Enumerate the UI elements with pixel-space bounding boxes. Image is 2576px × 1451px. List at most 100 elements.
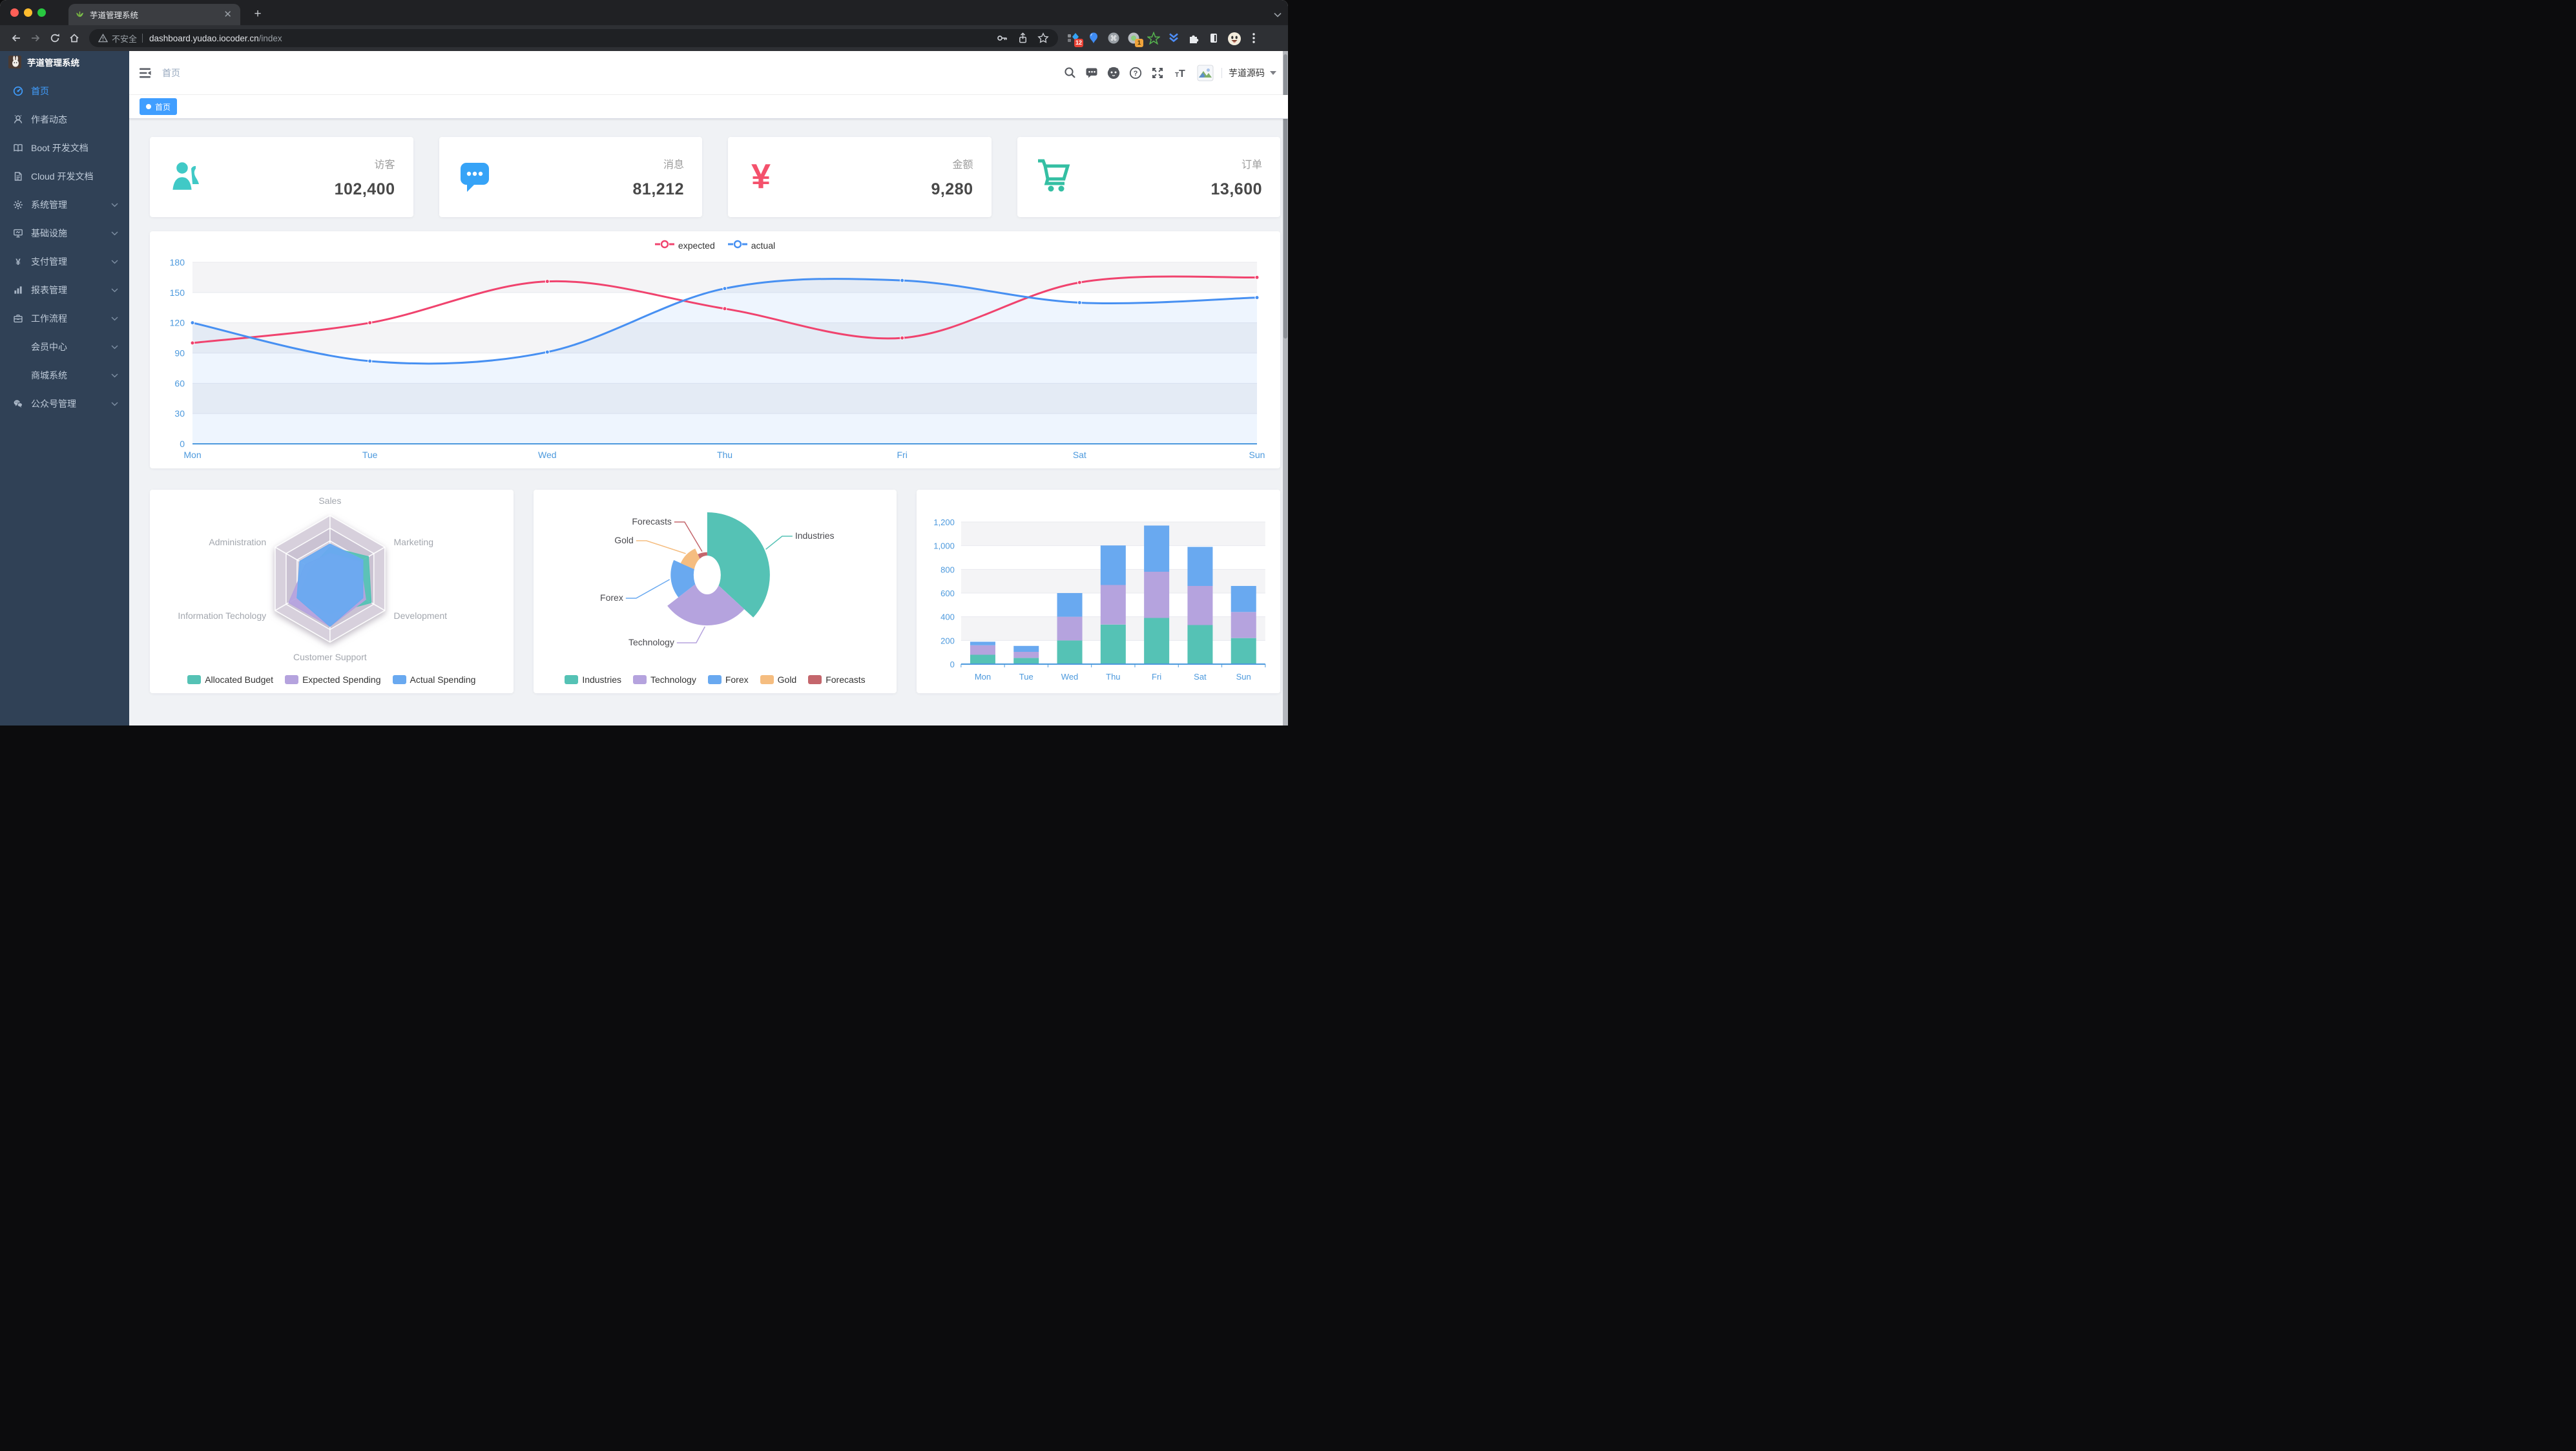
legend-label: Forex xyxy=(725,674,749,685)
legend-item-forecasts[interactable]: Forecasts xyxy=(808,674,866,685)
home-icon[interactable] xyxy=(65,28,84,48)
legend-label: Allocated Budget xyxy=(205,674,274,685)
svg-text:30: 30 xyxy=(174,408,185,419)
sidebar-item-label: 支付管理 xyxy=(31,256,67,267)
extension-balloon-icon[interactable] xyxy=(1087,32,1100,45)
pie-chart-card: Industries Technology Forex Gold Forecasts I… xyxy=(533,490,897,693)
tab-search-icon[interactable] xyxy=(1274,9,1282,21)
user-avatar[interactable] xyxy=(1197,65,1214,81)
svg-text:Gold: Gold xyxy=(614,535,634,545)
sidebar-item-home[interactable]: 首页 xyxy=(0,77,129,105)
share-icon[interactable] xyxy=(1017,32,1028,44)
sidebar-item-author[interactable]: 作者动态 xyxy=(0,105,129,134)
legend-label: Gold xyxy=(777,674,797,685)
radar-chart[interactable]: Sales Administration Information Techology… xyxy=(150,490,514,693)
extension-chevrons-icon[interactable] xyxy=(1167,32,1180,45)
minimize-window-button[interactable] xyxy=(24,8,32,17)
sidebar-item-system[interactable]: 系统管理 xyxy=(0,191,129,219)
stat-card-3[interactable]: 订单 13,600 xyxy=(1017,137,1280,217)
close-window-button[interactable] xyxy=(10,8,19,17)
chart-icon xyxy=(13,285,23,295)
svg-text:1,200: 1,200 xyxy=(934,517,955,527)
profile-avatar[interactable] xyxy=(1227,32,1241,45)
extension-wallet-icon[interactable]: 12 xyxy=(1067,32,1083,47)
svg-text:180: 180 xyxy=(170,257,185,267)
svg-text:Customer Support: Customer Support xyxy=(293,652,367,662)
forward-icon[interactable] xyxy=(26,28,45,48)
extension-star-icon[interactable] xyxy=(1146,31,1161,45)
legend-item-technology[interactable]: Technology xyxy=(633,674,696,685)
svg-text:90: 90 xyxy=(174,348,185,359)
svg-text:Marketing: Marketing xyxy=(394,537,433,547)
favicon-plant-icon xyxy=(75,10,85,19)
sidebar-item-wechat-mp[interactable]: 公众号管理 xyxy=(0,390,129,418)
side-panel-icon[interactable] xyxy=(1207,32,1220,45)
extensions-puzzle-icon[interactable] xyxy=(1187,32,1200,45)
svg-text:600: 600 xyxy=(940,589,955,598)
tag-active-dot xyxy=(146,104,151,109)
legend-item-expected[interactable]: expected xyxy=(654,240,715,251)
svg-text:Sun: Sun xyxy=(1236,672,1251,682)
search-icon[interactable] xyxy=(1059,62,1081,84)
svg-text:Sat: Sat xyxy=(1194,672,1207,682)
username[interactable]: 芋道源码 xyxy=(1229,67,1265,78)
reload-icon[interactable] xyxy=(45,28,65,48)
line-chart[interactable]: 0 30 60 90 120 150 180 Mon Tue Wed Thu Fri Sat Sun xyxy=(150,231,1280,468)
legend-item-actual[interactable]: actual xyxy=(727,240,775,251)
password-key-icon[interactable] xyxy=(996,32,1008,44)
sidebar-item-mall[interactable]: 商城系统 xyxy=(0,361,129,390)
sidebar-item-boot-docs[interactable]: Boot 开发文档 xyxy=(0,134,129,162)
sidebar-item-infra[interactable]: 基础设施 xyxy=(0,219,129,247)
sidebar-item-member[interactable]: 会员中心 xyxy=(0,333,129,361)
people-icon xyxy=(13,114,23,125)
browser-tab[interactable]: 芋道管理系统 ✕ xyxy=(68,4,240,25)
zoom-window-button[interactable] xyxy=(37,8,46,17)
breadcrumb[interactable]: 首页 xyxy=(162,67,180,78)
stat-card-1[interactable]: 消息 81,212 xyxy=(439,137,702,217)
help-icon[interactable]: ? xyxy=(1125,62,1147,84)
bookmark-star-icon[interactable] xyxy=(1037,32,1049,44)
scrollbar-thumb[interactable] xyxy=(1283,54,1287,339)
tab-close-icon[interactable]: ✕ xyxy=(223,9,232,20)
gear-icon xyxy=(13,200,23,210)
svg-text:Sales: Sales xyxy=(318,496,341,506)
sidebar-item-label: Boot 开发文档 xyxy=(31,143,88,153)
browser-tabstrip: 芋道管理系统 ✕ + xyxy=(0,0,1288,25)
address-bar[interactable]: 不安全 dashboard.yudao.iocoder.cn /index xyxy=(89,29,1058,47)
fullscreen-icon[interactable] xyxy=(1147,62,1169,84)
sidebar-item-cloud-docs[interactable]: Cloud 开发文档 xyxy=(0,162,129,191)
new-tab-button[interactable]: + xyxy=(254,7,262,21)
tag-home[interactable]: 首页 xyxy=(140,98,178,115)
hamburger-icon[interactable] xyxy=(139,67,152,79)
sidebar-item-report[interactable]: 报表管理 xyxy=(0,276,129,304)
sidebar-logo[interactable]: 芋道管理系统 xyxy=(0,52,129,72)
message-icon[interactable] xyxy=(1081,62,1103,84)
bar-chart[interactable]: 0 200 400 600 800 1,000 1,200 Mon Tue Wed Thu Fri Sa… xyxy=(917,490,1280,693)
stat-card-2[interactable]: ¥ 金额 9,280 xyxy=(728,137,992,217)
extension-badge: 12 xyxy=(1074,39,1083,47)
pie-chart-legend: Industries Technology Forex Gold Forecasts xyxy=(534,674,897,685)
stat-card-0[interactable]: 访客 102,400 xyxy=(150,137,413,217)
sidebar-item-payment[interactable]: ¥ 支付管理 xyxy=(0,247,129,276)
pie-chart[interactable]: Industries Technology Forex Gold Forecasts xyxy=(534,490,897,693)
sidebar-item-workflow[interactable]: 工作流程 xyxy=(0,304,129,333)
legend-item-expected-spending[interactable]: Expected Spending xyxy=(285,674,381,685)
legend-item-industries[interactable]: Industries xyxy=(565,674,621,685)
browser-menu-icon[interactable] xyxy=(1247,32,1260,45)
chevron-down-icon xyxy=(111,259,118,264)
chevron-down-icon xyxy=(111,202,118,207)
extension-recorder-icon[interactable]: 1 xyxy=(1127,32,1143,47)
chevron-down-icon xyxy=(111,344,118,350)
svg-text:200: 200 xyxy=(940,636,955,645)
extension-command-icon[interactable]: ⌘ xyxy=(1107,32,1120,45)
chevron-down-icon[interactable] xyxy=(1270,70,1276,75)
github-icon[interactable] xyxy=(1103,62,1125,84)
legend-item-forex[interactable]: Forex xyxy=(707,674,749,685)
back-icon[interactable] xyxy=(6,28,26,48)
legend-item-actual-spending[interactable]: Actual Spending xyxy=(392,674,475,685)
svg-text:Administration: Administration xyxy=(209,537,266,547)
legend-item-allocated-budget[interactable]: Allocated Budget xyxy=(187,674,273,685)
legend-item-gold[interactable]: Gold xyxy=(760,674,797,685)
page-scrollbar[interactable] xyxy=(1283,51,1288,725)
